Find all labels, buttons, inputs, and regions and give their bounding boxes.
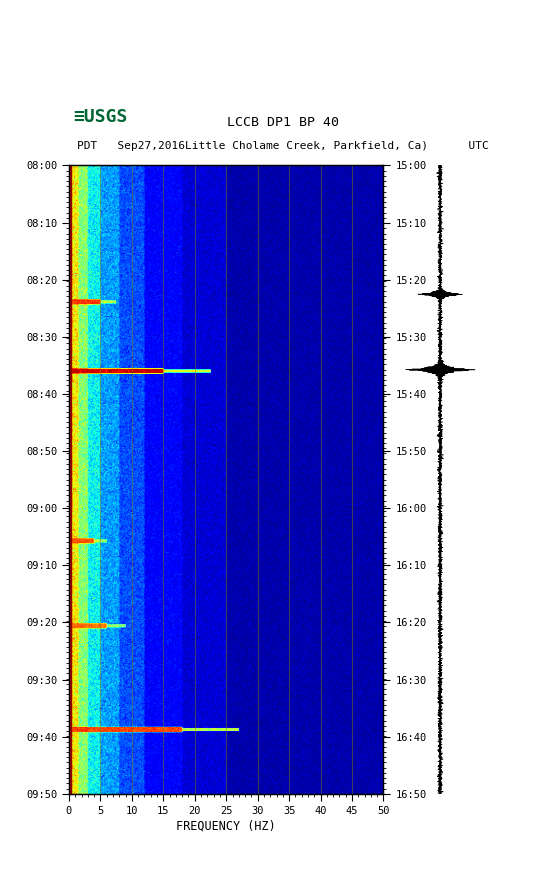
X-axis label: FREQUENCY (HZ): FREQUENCY (HZ) bbox=[176, 820, 276, 833]
Text: ≡USGS: ≡USGS bbox=[73, 108, 128, 126]
Text: LCCB DP1 BP 40: LCCB DP1 BP 40 bbox=[227, 116, 339, 128]
Text: PDT   Sep27,2016Little Cholame Creek, Parkfield, Ca)      UTC: PDT Sep27,2016Little Cholame Creek, Park… bbox=[77, 141, 489, 151]
Bar bbox=[69, 165, 71, 794]
